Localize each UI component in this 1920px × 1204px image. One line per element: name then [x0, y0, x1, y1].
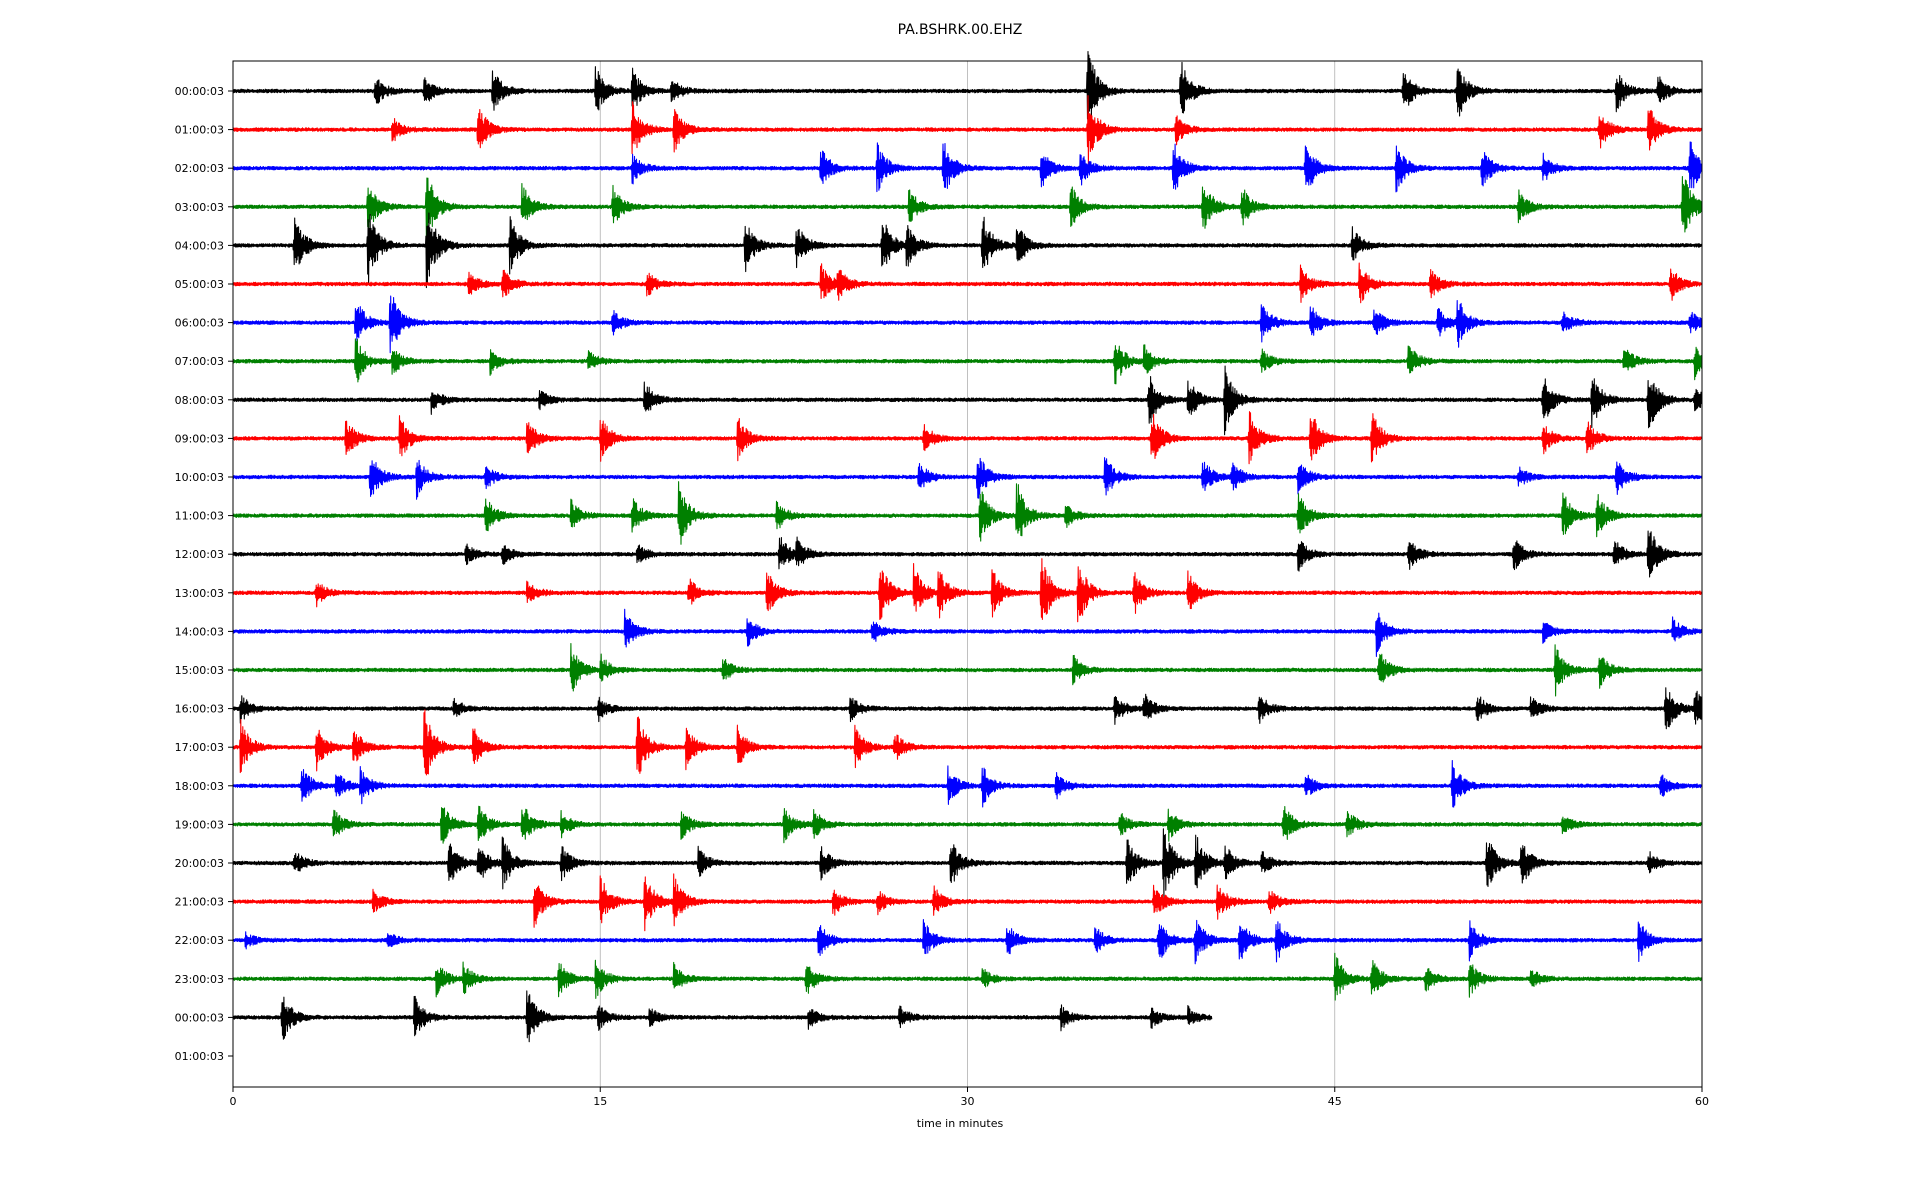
y-axis-ticks: 00:00:03 01:00:03 02:00:03 03:00:03 04:00:03…	[175, 85, 233, 1063]
trace-row-9	[232, 411, 1703, 465]
y-tick-label: 09:00:03	[175, 432, 224, 445]
trace-row-6	[232, 295, 1703, 354]
trace-row-2	[232, 141, 1703, 193]
trace-row-18	[232, 759, 1703, 808]
y-tick-label: 00:00:03	[175, 85, 224, 98]
y-tick-label: 13:00:03	[175, 587, 224, 600]
x-tick-label: 60	[1695, 1095, 1709, 1108]
y-tick-label: 07:00:03	[175, 355, 224, 368]
trace-row-14	[232, 608, 1703, 658]
trace-row-1	[232, 95, 1703, 165]
y-tick-label: 18:00:03	[175, 780, 224, 793]
trace-row-16	[232, 687, 1703, 730]
chart-title: PA.BSHRK.00.EHZ	[897, 22, 1023, 38]
y-tick-label: 20:00:03	[175, 857, 224, 870]
trace-row-21	[232, 873, 1703, 932]
y-tick-label: 03:00:03	[175, 201, 224, 214]
y-tick-label: 00:00:03	[175, 1011, 224, 1024]
trace-row-22	[232, 919, 1703, 965]
trace-row-11	[232, 481, 1703, 545]
y-tick-label: 08:00:03	[175, 394, 224, 407]
trace-row-12	[232, 530, 1703, 578]
y-tick-label: 21:00:03	[175, 896, 224, 909]
y-tick-label: 23:00:03	[175, 973, 224, 986]
y-tick-label: 16:00:03	[175, 703, 224, 716]
trace-row-15	[232, 643, 1703, 697]
y-tick-label: 12:00:03	[175, 548, 224, 561]
trace-row-24	[232, 990, 1213, 1043]
trace-row-13	[232, 558, 1703, 623]
trace-row-7	[232, 338, 1703, 385]
y-tick-label: 02:00:03	[175, 162, 224, 175]
x-tick-label: 45	[1328, 1095, 1342, 1108]
x-tick-label: 30	[961, 1095, 975, 1108]
y-tick-label: 11:00:03	[175, 510, 224, 523]
y-tick-label: 01:00:03	[175, 124, 224, 137]
trace-row-10	[232, 457, 1703, 500]
y-tick-label: 22:00:03	[175, 934, 224, 947]
trace-row-20	[232, 828, 1703, 899]
trace-row-19	[232, 805, 1703, 844]
y-tick-label: 01:00:03	[175, 1050, 224, 1063]
y-tick-label: 17:00:03	[175, 741, 224, 754]
trace-layer	[232, 51, 1703, 1043]
trace-row-3	[232, 176, 1703, 241]
y-tick-label: 14:00:03	[175, 625, 224, 638]
vertical-gridlines	[599, 61, 1336, 1087]
x-axis-ticks: 0 15 30 45 60	[230, 1087, 1709, 1108]
trace-row-23	[232, 952, 1703, 1001]
y-tick-label: 10:00:03	[175, 471, 224, 484]
trace-row-8	[232, 365, 1703, 436]
trace-row-17	[232, 709, 1703, 776]
trace-row-5	[232, 262, 1703, 304]
y-tick-label: 19:00:03	[175, 818, 224, 831]
y-tick-label: 15:00:03	[175, 664, 224, 677]
x-tick-label: 15	[593, 1095, 607, 1108]
trace-row-0	[232, 51, 1703, 128]
y-tick-label: 06:00:03	[175, 317, 224, 330]
x-axis-label: time in minutes	[916, 1117, 1004, 1130]
y-tick-label: 04:00:03	[175, 239, 224, 252]
trace-row-4	[232, 212, 1703, 289]
y-tick-label: 05:00:03	[175, 278, 224, 291]
x-tick-label: 0	[230, 1095, 237, 1108]
